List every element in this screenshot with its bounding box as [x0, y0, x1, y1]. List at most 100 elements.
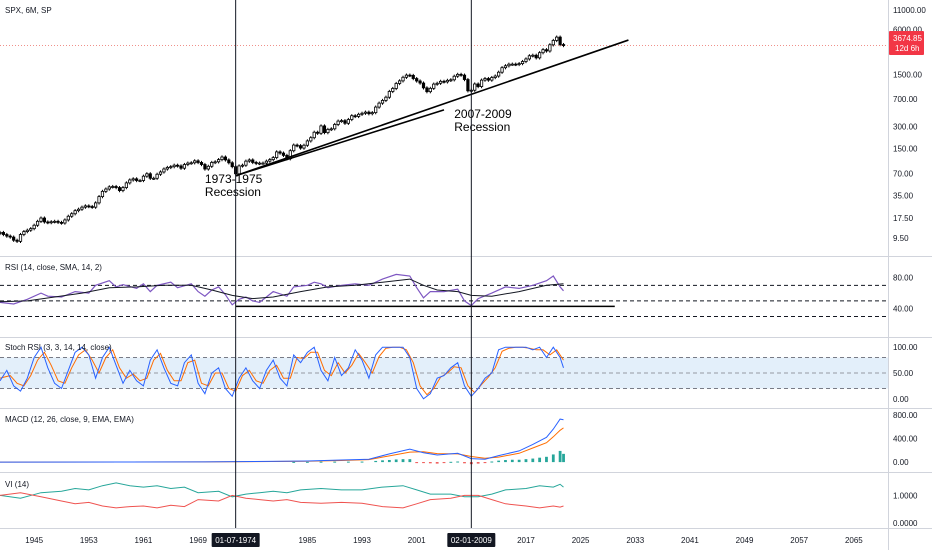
candle [336, 119, 340, 127]
candle-body-up [329, 128, 333, 131]
y-tick-label: 9.50 [893, 234, 909, 243]
candle [46, 220, 50, 225]
candle [384, 95, 388, 103]
macd-histogram-bar [463, 462, 466, 464]
macd-histogram-bar [360, 461, 364, 463]
candle [452, 74, 456, 82]
candle-body-down [179, 165, 183, 169]
candle-body-up [261, 162, 265, 165]
price-pane[interactable]: 11000.006000.003000.001500.00700.00300.0… [0, 6, 926, 243]
candle [411, 73, 415, 81]
macd-histogram-bar [531, 458, 535, 463]
macd-histogram-bar [292, 461, 296, 463]
candle [169, 165, 173, 170]
candle-body-up [271, 157, 275, 161]
candle-body-down [1, 232, 6, 235]
candle-body-down [175, 164, 180, 167]
candle-body-down [544, 49, 549, 52]
vi-pane[interactable]: 1.0000 0.0000 [0, 482, 918, 528]
x-tick-label: 1969 [189, 536, 207, 545]
y-tick-label: 700.00 [893, 95, 918, 104]
candle-body-down [466, 79, 470, 92]
cursor-date-badge: 02-01-2009 [447, 533, 496, 547]
x-axis: 1945 1953 1961 1969 1985 1993 2001 2017 2025 2033… [25, 533, 863, 547]
candle [114, 184, 118, 190]
candle-body-up [387, 91, 391, 98]
candle-body-down [148, 173, 152, 179]
y-tick-label: 100.00 [893, 343, 918, 352]
candle [90, 204, 94, 209]
candle [186, 161, 190, 167]
candle-body-up [404, 74, 409, 78]
candle-body-up [510, 63, 514, 66]
candle [326, 127, 330, 135]
candle-body-up [275, 151, 279, 158]
macd-histogram-bar [401, 459, 405, 463]
candle [80, 205, 84, 211]
candle-body-up [210, 162, 214, 167]
candle-body-up [428, 87, 432, 93]
candle [438, 79, 443, 85]
x-tick-label: 2025 [572, 536, 590, 545]
candle-body-down [251, 159, 255, 163]
candle-body-up [357, 113, 361, 117]
candle [213, 160, 217, 165]
candle [203, 162, 207, 171]
candle [503, 64, 508, 70]
candle-body-up [445, 79, 450, 83]
vi-minus-line [0, 492, 564, 509]
candle-body-up [83, 205, 87, 208]
candle [111, 184, 115, 189]
candle [251, 158, 255, 165]
candle-body-up [158, 171, 163, 175]
macd-histogram-bar [483, 462, 487, 464]
y-tick-label: 11000.00 [893, 6, 926, 15]
candle-body-down [367, 111, 371, 115]
candle-body-down [408, 74, 412, 77]
candle [199, 160, 204, 167]
vi-pane-title: VI (14) [5, 480, 29, 489]
candle-body-down [476, 83, 480, 87]
macd-histogram-bar [517, 459, 521, 463]
candle [182, 162, 187, 170]
candle-body-up [247, 159, 251, 162]
candle [486, 76, 491, 82]
candle-body-up [76, 208, 81, 212]
candle [131, 177, 135, 182]
candle [53, 219, 57, 224]
candle-body-up [551, 40, 555, 46]
candle-body-down [87, 205, 91, 208]
macd-pane[interactable]: 800.00 400.00 0.00 [0, 411, 918, 467]
candle [374, 105, 378, 115]
macd-line [0, 418, 564, 463]
candle [73, 209, 77, 216]
candle-body-down [5, 234, 9, 237]
candle [490, 75, 494, 82]
candle [514, 62, 518, 67]
candle [316, 130, 320, 135]
y-tick-label: 0.0000 [893, 519, 918, 528]
candle [527, 54, 531, 61]
macd-pane-title: MACD (12, 26, close, 9, EMA, EMA) [5, 415, 134, 424]
candle [15, 238, 19, 243]
candle-body-up [124, 182, 128, 188]
candle-body-up [483, 78, 487, 81]
candle [158, 170, 163, 176]
candle [138, 178, 142, 183]
x-tick-label: 2001 [408, 536, 426, 545]
candle-body-down [295, 144, 299, 147]
candle [5, 232, 9, 238]
candle [1, 230, 6, 237]
candle-body-down [316, 131, 320, 134]
candle [418, 79, 422, 85]
candle-body-down [8, 235, 12, 238]
candle-body-down [56, 220, 60, 223]
candle [275, 150, 279, 160]
candle-body-up [346, 119, 350, 124]
candle [357, 112, 361, 119]
candle-body-up [189, 162, 193, 165]
stoch-rsi-pane[interactable]: 100.00 50.00 0.00 [0, 343, 918, 404]
